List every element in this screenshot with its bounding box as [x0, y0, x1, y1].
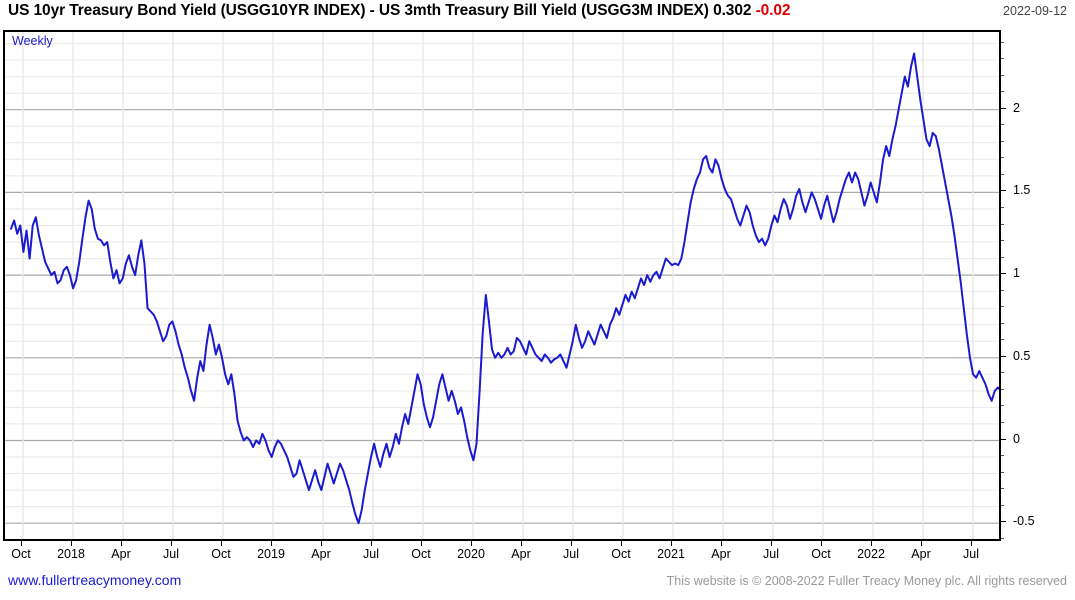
x-axis-label: Jul	[563, 547, 579, 561]
y-minor-tick	[1001, 140, 1004, 142]
series-layer	[10, 52, 999, 525]
x-axis-label: Apr	[511, 547, 531, 561]
x-axis-tick	[121, 541, 122, 546]
y-minor-tick	[1001, 240, 1004, 241]
x-axis-label: Apr	[111, 547, 131, 561]
x-axis-tick	[171, 541, 172, 546]
y-axis-label: 2	[1013, 100, 1020, 115]
change-value: -0.02	[755, 2, 791, 19]
x-axis-label: 2020	[457, 547, 485, 561]
series-title-text: US 10yr Treasury Bond Yield (USGG10YR IN…	[8, 2, 709, 19]
y-axis-label: 1.5	[1013, 183, 1031, 198]
y-minor-tick	[1001, 504, 1004, 506]
frequency-label: Weekly	[12, 34, 53, 48]
y-minor-tick	[1001, 372, 1004, 374]
x-axis-label: Jul	[163, 547, 179, 561]
x-axis-tick	[271, 541, 272, 546]
y-minor-tick	[1001, 173, 1004, 175]
x-axis-label: 2022	[857, 547, 885, 561]
y-major-tick	[1001, 521, 1006, 523]
plot-area[interactable]: Weekly	[3, 30, 1001, 541]
y-minor-tick	[1001, 471, 1004, 473]
y-minor-tick	[1001, 223, 1004, 225]
series-line	[10, 52, 999, 525]
x-axis-tick	[221, 541, 222, 546]
y-major-tick	[1001, 107, 1006, 109]
chart-header: US 10yr Treasury Bond Yield (USGG10YR IN…	[0, 0, 1075, 28]
x-axis-tick	[971, 541, 972, 546]
y-minor-tick	[1001, 339, 1004, 341]
x-axis-label: Oct	[811, 547, 831, 561]
x-axis-label: Oct	[11, 547, 31, 561]
plot-inner: Weekly	[5, 32, 999, 539]
y-minor-tick	[1001, 322, 1004, 324]
x-axis-tick	[371, 541, 372, 546]
y-minor-tick	[1001, 41, 1004, 43]
x-axis-label: 2019	[257, 547, 285, 561]
x-axis-tick	[321, 541, 322, 546]
page-title: US 10yr Treasury Bond Yield (USGG10YR IN…	[8, 2, 791, 20]
y-major-tick	[1001, 190, 1006, 192]
x-axis-label: Apr	[911, 547, 931, 561]
y-axis: 2 1.5 1 0.5 0 -0.5	[1001, 30, 1071, 541]
y-minor-tick	[1001, 405, 1004, 407]
y-minor-tick	[1001, 289, 1004, 291]
y-minor-tick	[1001, 74, 1004, 76]
y-minor-tick	[1001, 91, 1004, 93]
site-url[interactable]: www.fullertreacymoney.com	[8, 572, 182, 588]
x-axis: Oct 2018 Apr Jul Oct 2019 Apr Jul Oct 2020 Apr Jul O…	[3, 541, 1001, 567]
y-minor-tick	[1001, 388, 1004, 390]
chart-footer: www.fullertreacymoney.com This website i…	[0, 572, 1075, 596]
x-axis-label: Oct	[211, 547, 231, 561]
x-axis-tick	[921, 541, 922, 546]
x-axis-tick	[571, 541, 572, 546]
x-axis-tick	[521, 541, 522, 546]
x-axis-tick	[721, 541, 722, 546]
as-of-date: 2022-09-12	[1003, 4, 1067, 18]
y-major-tick	[1001, 438, 1006, 440]
y-axis-label: -0.5	[1013, 514, 1035, 529]
x-axis-label: 2021	[657, 547, 685, 561]
y-minor-tick	[1001, 488, 1004, 490]
x-axis-tick	[421, 541, 422, 546]
y-minor-tick	[1001, 421, 1004, 423]
x-axis-label: 2018	[57, 547, 85, 561]
x-axis-label: Apr	[311, 547, 331, 561]
y-minor-tick	[1001, 58, 1004, 60]
x-axis-label: Oct	[611, 547, 631, 561]
x-axis-label: Jul	[363, 547, 379, 561]
y-axis-label: 0.5	[1013, 348, 1031, 363]
x-axis-tick	[671, 541, 672, 546]
y-minor-tick	[1001, 206, 1004, 208]
x-axis-tick	[21, 541, 22, 546]
y-axis-label: 1	[1013, 266, 1020, 281]
y-minor-tick	[1001, 157, 1004, 159]
y-minor-tick	[1001, 256, 1004, 258]
y-major-tick	[1001, 273, 1006, 275]
x-axis-tick	[771, 541, 772, 546]
copyright-text: This website is © 2008-2022 Fuller Treac…	[666, 574, 1067, 588]
y-major-tick	[1001, 355, 1006, 357]
y-minor-tick	[1001, 306, 1004, 308]
y-axis-label: 0	[1013, 431, 1020, 446]
y-minor-tick	[1001, 537, 1004, 539]
y-minor-tick	[1001, 455, 1004, 456]
x-axis-label: Apr	[711, 547, 731, 561]
x-axis-tick	[821, 541, 822, 546]
x-axis-label: Oct	[411, 547, 431, 561]
grid-layer	[5, 32, 999, 539]
x-axis-tick	[71, 541, 72, 546]
x-axis-tick	[621, 541, 622, 546]
y-minor-tick	[1001, 124, 1004, 126]
x-axis-label: Jul	[763, 547, 779, 561]
x-axis-tick	[871, 541, 872, 546]
last-value: 0.302	[713, 2, 752, 19]
x-axis-label: Jul	[963, 547, 979, 561]
x-axis-tick	[471, 541, 472, 546]
